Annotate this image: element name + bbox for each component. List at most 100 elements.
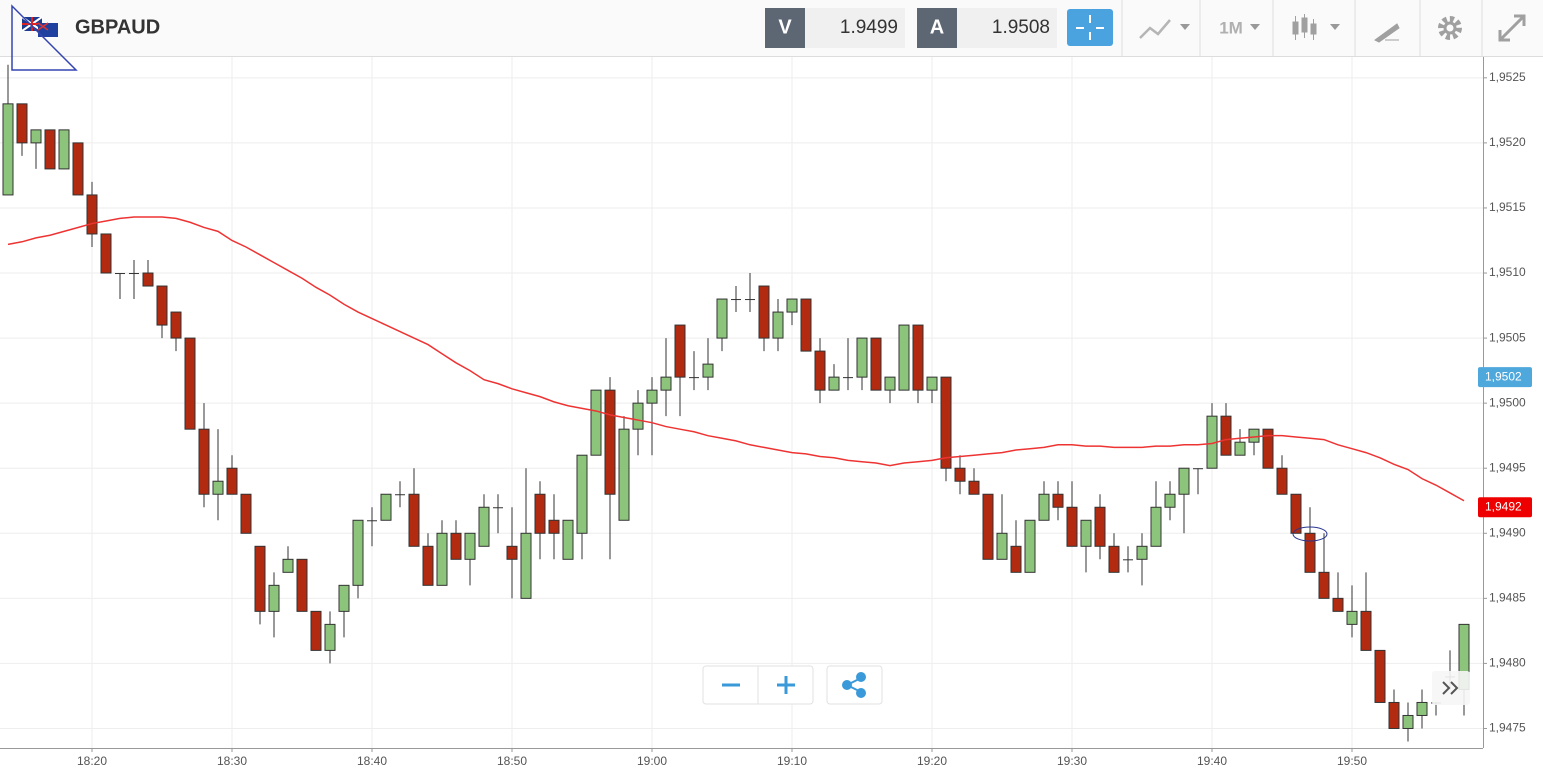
x-tick-label: 18:20 bbox=[77, 754, 107, 768]
candle-body bbox=[352, 519, 364, 586]
timeframe[interactable]: 1M bbox=[1219, 18, 1243, 37]
x-tick-label: 19:50 bbox=[1337, 754, 1367, 768]
candle-body bbox=[1066, 506, 1078, 547]
symbol: GBPAUD bbox=[75, 16, 160, 38]
candle-body bbox=[1193, 468, 1203, 470]
ask-label-box bbox=[917, 8, 957, 48]
candle-body bbox=[982, 493, 994, 560]
candle-body bbox=[1276, 467, 1288, 495]
candle-body bbox=[268, 584, 280, 612]
candle-icon[interactable] bbox=[1292, 14, 1317, 40]
candle-body bbox=[338, 584, 350, 612]
y-tick-label: 1,9505 bbox=[1489, 330, 1526, 344]
triangle-drawing bbox=[11, 4, 78, 71]
flag-au-cross bbox=[37, 22, 49, 31]
candle-body bbox=[395, 494, 405, 496]
candle-body bbox=[1360, 610, 1372, 651]
candle-body bbox=[30, 129, 42, 144]
candle-body bbox=[408, 493, 420, 547]
candle-body bbox=[506, 545, 518, 560]
plot-area: 1,9475 1,9480 1,9485 1,9490 1,9495 1,9500 1,95… bbox=[0, 57, 1532, 768]
y-tick-label: 1,9510 bbox=[1489, 265, 1526, 279]
draw-icon[interactable] bbox=[1374, 23, 1400, 43]
candle-body bbox=[1220, 415, 1232, 456]
crosshair-icon bbox=[1076, 15, 1104, 40]
dropdown-arrow bbox=[1180, 24, 1190, 30]
candle-body bbox=[436, 532, 448, 586]
candle-body bbox=[870, 337, 882, 391]
candle-body bbox=[786, 298, 798, 313]
candle-body bbox=[324, 623, 336, 651]
candle-body bbox=[1123, 559, 1133, 561]
candle-body bbox=[1080, 519, 1092, 547]
x-tick-label: 19:20 bbox=[917, 754, 947, 768]
candle-body bbox=[898, 324, 910, 391]
ellipse-drawing bbox=[1292, 526, 1328, 542]
y-tick-label: 1,9485 bbox=[1489, 591, 1526, 605]
candle-body bbox=[240, 493, 252, 534]
moving-average-line bbox=[7, 216, 1465, 502]
chart-type-icon[interactable] bbox=[1139, 19, 1171, 39]
bid-label-box bbox=[765, 8, 805, 48]
share-icon bbox=[842, 672, 866, 698]
candle-body bbox=[632, 402, 644, 430]
share-button[interactable] bbox=[826, 665, 883, 705]
candle-body bbox=[884, 376, 896, 391]
candle-body bbox=[296, 558, 308, 612]
bid-price: 1.9499 bbox=[840, 17, 898, 38]
settings-icon[interactable] bbox=[1438, 16, 1462, 40]
candle-body bbox=[1010, 545, 1022, 573]
dropdown-arrow bbox=[1330, 24, 1340, 30]
candle-body bbox=[772, 311, 784, 339]
candle-body bbox=[1052, 493, 1064, 508]
x-tick-label: 19:00 bbox=[637, 754, 667, 768]
zoom-controls bbox=[702, 665, 1470, 705]
bid-label: V bbox=[778, 16, 792, 38]
scroll-right-button[interactable] bbox=[1432, 671, 1470, 705]
crosshair-button[interactable] bbox=[1067, 9, 1113, 46]
price-tag bbox=[1478, 367, 1532, 388]
candle-body bbox=[562, 519, 574, 560]
settings-icon-core bbox=[1443, 21, 1457, 35]
x-tick-label: 19:40 bbox=[1197, 754, 1227, 768]
candle-body bbox=[1332, 597, 1344, 612]
candle-body bbox=[1402, 714, 1414, 729]
candle-body bbox=[660, 376, 672, 391]
y-tick-label: 1,9500 bbox=[1489, 395, 1526, 409]
candle-body bbox=[16, 103, 28, 144]
candle-body bbox=[1262, 428, 1274, 469]
candle-body bbox=[926, 376, 938, 391]
candle-body bbox=[745, 299, 755, 301]
candle-body bbox=[674, 324, 686, 378]
price-tag-label: 1,9502 bbox=[1485, 369, 1522, 383]
candle-body bbox=[520, 532, 532, 599]
candle-body bbox=[1388, 701, 1400, 729]
candle-body bbox=[380, 493, 392, 521]
candle-body bbox=[1290, 493, 1302, 534]
candle-body bbox=[226, 467, 238, 495]
y-tick-label: 1,9515 bbox=[1489, 200, 1526, 214]
candle-body bbox=[198, 428, 210, 495]
candle-body bbox=[450, 532, 462, 560]
candle-body bbox=[843, 377, 853, 379]
fullscreen-icon[interactable] bbox=[1498, 14, 1526, 42]
candle-body bbox=[912, 324, 924, 391]
candle-body bbox=[44, 129, 56, 170]
ask-box bbox=[957, 8, 1057, 48]
candle-body bbox=[996, 532, 1008, 560]
candle-body bbox=[1304, 532, 1316, 573]
candle-body bbox=[422, 545, 434, 586]
candle-body bbox=[716, 298, 728, 339]
x-tick-label: 19:10 bbox=[777, 754, 807, 768]
candle-body bbox=[1374, 649, 1386, 703]
candle-body bbox=[576, 454, 588, 534]
y-tick-label: 1,9490 bbox=[1489, 525, 1526, 539]
zoom-in[interactable] bbox=[777, 676, 795, 694]
candle-body bbox=[828, 376, 840, 391]
candle-body bbox=[1108, 545, 1120, 573]
x-tick-label: 18:40 bbox=[357, 754, 387, 768]
separators bbox=[1121, 0, 1483, 56]
y-tick-label: 1,9520 bbox=[1489, 135, 1526, 149]
candle-body bbox=[86, 194, 98, 235]
candle-body bbox=[954, 467, 966, 482]
